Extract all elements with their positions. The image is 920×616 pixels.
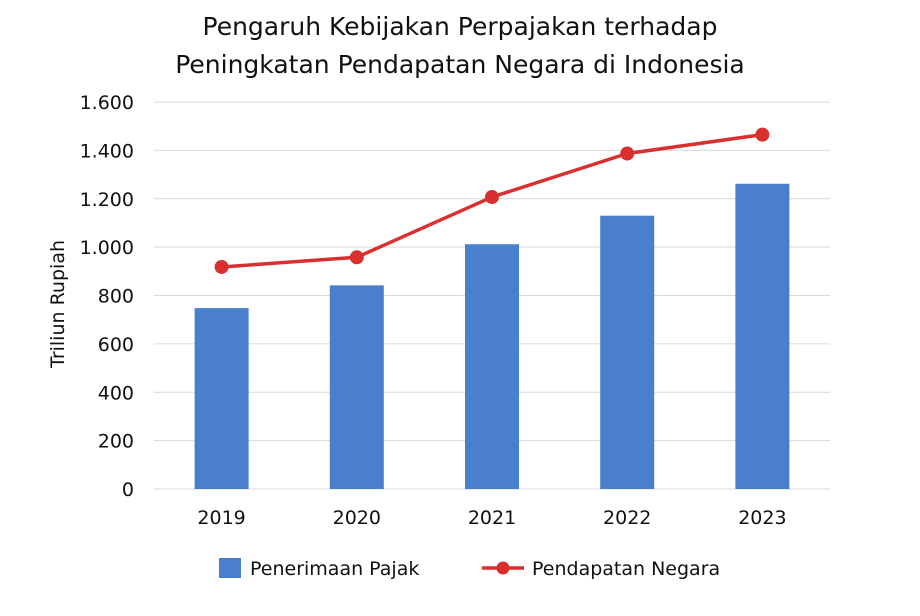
legend-label-bar: Penerimaan Pajak (250, 558, 419, 580)
y-tick-label: 1.400 (80, 140, 134, 162)
bar-2019 (194, 308, 249, 489)
x-tick-label: 2021 (468, 507, 516, 529)
line-point-2019 (214, 259, 229, 274)
line-point-2020 (349, 250, 364, 265)
y-tick-label: 600 (98, 334, 134, 356)
bar-2020 (329, 285, 384, 489)
y-tick-label: 1.200 (80, 189, 134, 211)
x-axis-ticks: 2019 2020 2021 2022 2023 (197, 507, 786, 529)
y-tick-label: 200 (98, 431, 134, 453)
x-tick-label: 2023 (738, 507, 786, 529)
y-axis-label: Triliun Rupiah (47, 240, 69, 369)
chart-title: Pengaruh Kebijakan Perpajakan terhadap (202, 12, 718, 41)
line-point-2023 (755, 127, 770, 142)
legend-swatch-marker (496, 561, 510, 575)
y-tick-label: 1.600 (80, 92, 134, 114)
x-tick-label: 2019 (197, 507, 245, 529)
line-series (214, 127, 770, 274)
y-axis-ticks: 0 200 400 600 800 1.000 1.200 1.400 1.600 (80, 92, 134, 501)
y-tick-label: 400 (98, 382, 134, 404)
chart-subtitle: Peningkatan Pendapatan Negara di Indones… (175, 50, 745, 79)
y-tick-label: 800 (98, 286, 134, 308)
chart-title-block: Pengaruh Kebijakan Perpajakan terhadap P… (0, 8, 920, 84)
y-tick-label: 0 (122, 479, 134, 501)
legend: Penerimaan Pajak Pendapatan Negara (219, 558, 720, 580)
bar-2021 (465, 244, 519, 489)
line-point-2022 (620, 146, 635, 161)
bar-series (194, 183, 790, 489)
bar-2023 (735, 183, 790, 489)
legend-swatch-bar (219, 558, 241, 578)
y-tick-label: 1.000 (80, 237, 134, 259)
legend-label-line: Pendapatan Negara (532, 558, 720, 580)
x-tick-label: 2020 (333, 507, 381, 529)
bar-2022 (600, 215, 655, 489)
line-point-2021 (485, 190, 499, 205)
x-tick-label: 2022 (603, 507, 651, 529)
